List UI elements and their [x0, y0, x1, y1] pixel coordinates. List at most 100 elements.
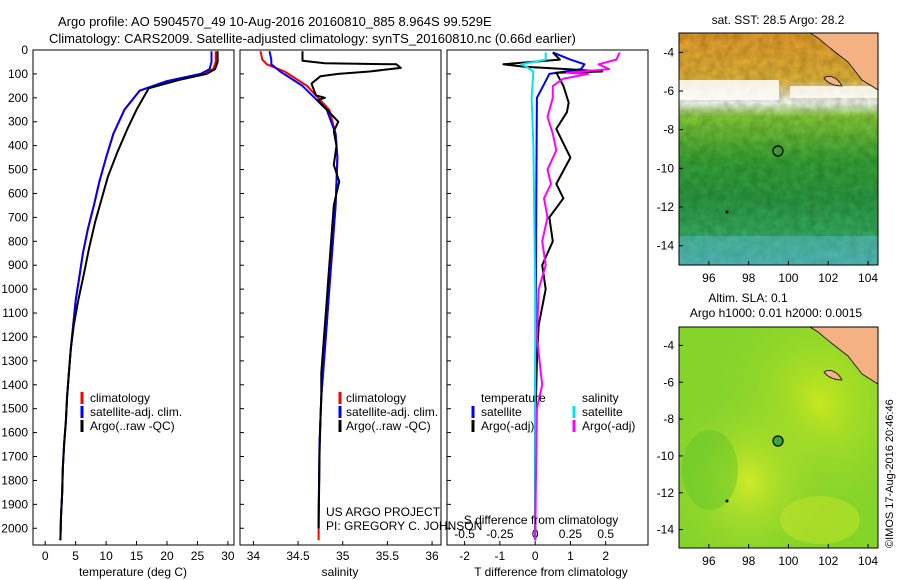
map-x-tick-label: 104	[858, 271, 878, 285]
x-tick-label: 20	[160, 549, 174, 563]
difference-legend: temperature salinity satellite Argo(-adj…	[471, 391, 635, 433]
map-y-tick-label: -14	[657, 239, 675, 253]
depth-tick-label: 200	[8, 91, 28, 105]
series-line-argo-raw-qc-	[301, 51, 402, 529]
x2-tick-label: 0.25	[559, 527, 583, 541]
legend-label-argo: Argo(..raw -QC)	[346, 419, 431, 433]
series-line-salinity-satellite	[520, 52, 547, 541]
x-tick-label: 35	[336, 549, 350, 563]
difference-xlabel-t: T difference from climatology	[474, 565, 628, 579]
difference-panel	[446, 49, 649, 546]
depth-tick-label: 2000	[1, 521, 28, 535]
salinity-legend: climatology satellite-adj. clim. Argo(..…	[338, 391, 438, 433]
legend-header-salinity: salinity	[582, 391, 619, 405]
map-y-tick-label: -14	[657, 523, 675, 537]
title-line-1: Argo profile: AO 5904570_49 10-Aug-2016 …	[58, 14, 492, 29]
legend-label-satellite: satellite-adj. clim.	[90, 405, 182, 419]
difference-xlabel-s: S difference from climatology	[464, 513, 619, 527]
map-y-tick-label: -12	[657, 486, 675, 500]
temperature-xlabel: temperature (deg C)	[79, 565, 187, 579]
series-line-satellite-adj-clim-	[59, 51, 213, 541]
map-x-tick-label: 96	[702, 554, 716, 568]
depth-tick-label: 1900	[1, 497, 28, 511]
sst-map-axes: 96 98 100 102 104 -4 -6 -8 -10 -12 -14	[657, 45, 879, 285]
legend-label-climatology: climatology	[90, 391, 150, 405]
map-x-tick-label: 100	[778, 554, 798, 568]
depth-tick-label: 600	[8, 186, 28, 200]
depth-tick-label: 1500	[1, 402, 28, 416]
x2-tick-label: 0.5	[597, 527, 614, 541]
x-tick-label: 36	[425, 549, 439, 563]
map-x-tick-label: 98	[742, 271, 756, 285]
sst-map	[679, 33, 878, 265]
title-line-2: Climatology: CARS2009. Satellite-adjuste…	[49, 31, 576, 46]
series-line-climatology	[59, 51, 217, 541]
temperature-legend: climatology satellite-adj. clim. Argo(..…	[80, 391, 182, 433]
salinity-xlabel: salinity	[322, 565, 359, 579]
map-y-tick-label: -6	[663, 84, 674, 98]
series-line-climatology	[259, 50, 339, 541]
sla-small-marker	[725, 499, 729, 503]
x-axes: 0 5 10 15 20 25 30 34 34.5 35 35.5 36 -2 -1 0 1 2 -0.5 -0.…	[42, 527, 615, 563]
sla-map-axes: 96 98 100 102 104 -4 -6 -8 -10 -12 -14	[657, 338, 879, 568]
x-tick-label: 10	[99, 549, 113, 563]
depth-tick-label: 1700	[1, 450, 28, 464]
sst-map-title: sat. SST: 28.5 Argo: 28.2	[712, 13, 845, 27]
series-line-temperature-argo-adj-	[502, 51, 604, 541]
legend-label-sal-argo: Argo(-adj)	[582, 419, 635, 433]
depth-tick-label: 100	[8, 67, 28, 81]
depth-tick-label: 300	[8, 115, 28, 129]
temperature-panel	[32, 49, 235, 546]
depth-tick-label: 1200	[1, 330, 28, 344]
x-tick-label: 30	[221, 549, 235, 563]
map-x-tick-label: 102	[818, 271, 838, 285]
sst-float-marker	[772, 145, 784, 157]
imos-timestamp: ©IMOS 17-Aug-2016 20:46:46	[884, 399, 896, 548]
legend-label-argo: Argo(..raw -QC)	[90, 419, 175, 433]
map-x-tick-label: 96	[702, 271, 716, 285]
profile-lines	[59, 50, 621, 541]
x-tick-label: 5	[72, 549, 79, 563]
x-tick-label: 1	[567, 549, 574, 563]
series-line-salinity-argo-adj-	[534, 51, 621, 541]
x2-tick-label: -0.5	[454, 527, 475, 541]
depth-tick-label: 1100	[2, 306, 28, 320]
map-x-tick-label: 100	[778, 271, 798, 285]
x-tick-label: -2	[459, 549, 470, 563]
x-tick-label: 15	[130, 549, 144, 563]
x-tick-label: -1	[495, 549, 506, 563]
map-y-tick-label: -6	[663, 375, 674, 389]
depth-tick-label: 1400	[1, 378, 28, 392]
legend-label-climatology: climatology	[346, 391, 406, 405]
depth-tick-label: 400	[8, 139, 28, 153]
depth-tick-label: 800	[8, 234, 28, 248]
map-y-tick-label: -10	[657, 161, 675, 175]
map-y-tick-label: -8	[663, 123, 674, 137]
depth-tick-label: 0	[21, 43, 28, 57]
map-y-tick-label: -4	[663, 338, 674, 352]
depth-tick-label: 900	[8, 258, 28, 272]
legend-label-sal-satellite: satellite	[582, 405, 623, 419]
legend-header-temperature: temperature	[481, 391, 546, 405]
depth-tick-label: 1600	[1, 426, 28, 440]
x2-tick-label: -0.25	[486, 527, 514, 541]
map-x-tick-label: 104	[858, 554, 878, 568]
sst-map-frame	[678, 32, 879, 266]
sla-map-frame	[678, 326, 879, 549]
x-tick-label: 2	[602, 549, 609, 563]
depth-tick-label: 500	[8, 163, 28, 177]
credit-pi: PI: GREGORY C. JOHNSON	[326, 519, 482, 533]
x-tick-label: 25	[191, 549, 205, 563]
credit-project: US ARGO PROJECT	[326, 505, 441, 519]
series-line-temperature-satellite	[534, 51, 586, 541]
depth-tick-label: 1300	[1, 354, 28, 368]
sla-float-marker	[772, 435, 784, 447]
depth-tick-label: 700	[8, 210, 28, 224]
x-tick-label: 35.5	[376, 549, 400, 563]
map-x-tick-label: 98	[742, 554, 756, 568]
map-x-tick-label: 102	[818, 554, 838, 568]
x-tick-label: 0	[532, 549, 539, 563]
depth-tick-label: 1000	[1, 282, 28, 296]
map-y-tick-label: -8	[663, 412, 674, 426]
